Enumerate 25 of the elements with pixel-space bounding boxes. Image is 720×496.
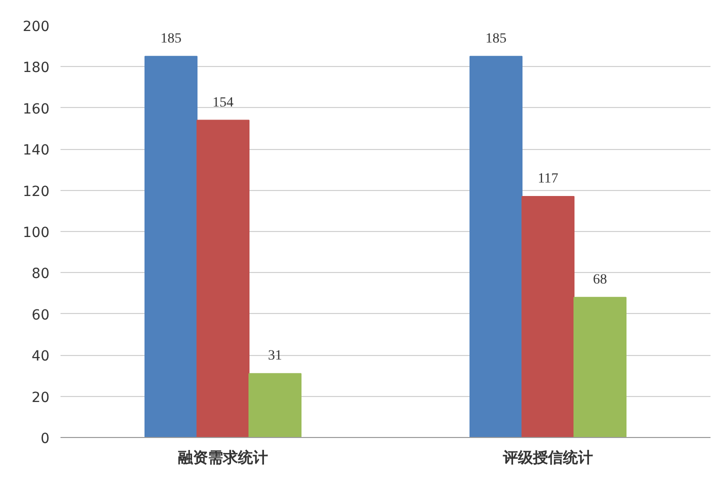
bar <box>522 196 574 438</box>
bar <box>144 56 198 438</box>
y-tick-label: 40 <box>32 348 50 365</box>
y-tick-label: 160 <box>22 101 50 118</box>
bar <box>248 373 302 438</box>
y-tick-label: 180 <box>22 60 50 76</box>
x-tick-label: 评级授信统计 <box>502 448 593 466</box>
y-tick-label: 20 <box>32 390 50 406</box>
y-tick-label: 60 <box>32 307 50 324</box>
bar <box>470 56 522 438</box>
data-label: 117 <box>538 171 558 186</box>
y-tick-label: 120 <box>22 184 50 200</box>
data-label: 185 <box>486 31 506 46</box>
y-tick-label: 200 <box>22 19 50 35</box>
y-tick-label: 140 <box>22 142 50 159</box>
y-tick-label: 80 <box>32 266 50 282</box>
y-tick-label: 100 <box>22 225 50 241</box>
y-tick-label: 0 <box>40 431 50 447</box>
data-label: 31 <box>268 348 282 364</box>
bar <box>574 296 626 438</box>
data-label: 68 <box>593 272 607 288</box>
data-label: 154 <box>212 95 234 110</box>
x-tick-label: 融资需求统计 <box>178 448 268 466</box>
bar <box>196 120 250 438</box>
data-label: 185 <box>160 31 182 46</box>
